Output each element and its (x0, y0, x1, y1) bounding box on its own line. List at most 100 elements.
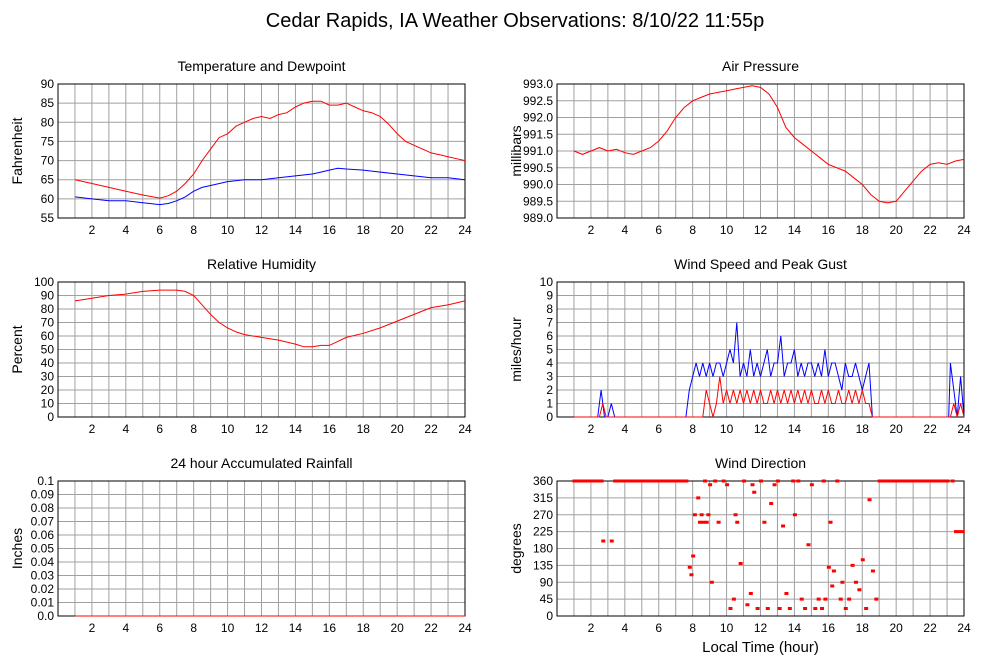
x-tick-label: 18 (357, 422, 371, 436)
series-line (574, 376, 965, 418)
x-tick-label: 4 (621, 223, 628, 237)
y-tick-label: 990.0 (523, 178, 553, 192)
data-point (901, 479, 906, 483)
x-tick-label: 22 (424, 621, 438, 635)
data-point (657, 479, 662, 483)
data-point (762, 520, 767, 524)
data-point (674, 479, 679, 483)
data-point (609, 539, 614, 543)
chart-direction: 2 4 6 8 10 12 14 16 18 20 22 2404590135180225270315… (508, 455, 971, 656)
x-tick-label: 18 (856, 621, 870, 635)
chart-rain: 2 4 6 8 10 12 14 16 18 20 22 240.00.010.020.030.040… (9, 455, 472, 635)
data-point (579, 479, 584, 483)
y-tick-label: 991.5 (523, 127, 553, 141)
data-point (870, 569, 875, 573)
x-tick-label: 2 (89, 223, 96, 237)
data-point (708, 483, 713, 487)
data-point (613, 479, 618, 483)
data-point (813, 607, 818, 610)
y-tick-label: 50 (41, 343, 55, 357)
x-tick-label: 4 (621, 422, 628, 436)
data-point (680, 479, 685, 483)
x-tick-label: 12 (754, 422, 768, 436)
x-tick-label: 6 (655, 422, 662, 436)
data-point (748, 592, 753, 595)
plot-frame (57, 281, 466, 418)
plot-frame (556, 83, 965, 219)
y-tick-label: 992.0 (523, 111, 553, 125)
data-point (677, 479, 682, 483)
data-point (636, 479, 641, 483)
y-tick-label: 0.04 (31, 555, 55, 569)
chart-title: Air Pressure (722, 58, 799, 74)
data-point (704, 520, 709, 524)
data-point (864, 607, 869, 610)
y-tick-label: 0.1 (37, 474, 54, 488)
data-point (891, 479, 896, 483)
data-point (857, 588, 862, 592)
y-tick-label: 55 (41, 211, 55, 225)
data-point (921, 479, 926, 483)
chart-title: Wind Direction (715, 455, 806, 471)
y-tick-label: 0 (47, 410, 54, 424)
data-point (701, 520, 706, 524)
chart-humidity: 2 4 6 8 10 12 14 16 18 20 22 2401020304050607080901… (9, 256, 472, 436)
data-point (725, 483, 730, 487)
data-point (660, 479, 665, 483)
x-tick-label: 12 (255, 621, 269, 635)
data-point (706, 513, 711, 517)
data-point (791, 479, 796, 483)
y-tick-label: 45 (540, 592, 554, 606)
x-tick-label: 22 (923, 621, 937, 635)
y-tick-label: 180 (533, 542, 553, 556)
data-point (735, 520, 740, 524)
data-point (640, 479, 645, 483)
data-point (784, 592, 789, 595)
y-axis-label: miles/hour (508, 317, 524, 382)
data-point (931, 479, 936, 483)
x-tick-label: 14 (788, 223, 802, 237)
data-point (643, 479, 648, 483)
data-point (843, 607, 848, 610)
x-tick-label: 4 (621, 621, 628, 635)
data-point (623, 479, 628, 483)
x-tick-label: 22 (424, 422, 438, 436)
page-title: Cedar Rapids, IA Weather Observations: 8… (266, 10, 764, 32)
series-line (74, 289, 466, 348)
plot-frame (57, 83, 466, 219)
data-point (709, 580, 714, 584)
y-tick-label: 0.07 (31, 515, 55, 529)
x-tick-label: 12 (754, 223, 768, 237)
x-tick-label: 10 (221, 223, 235, 237)
y-tick-label: 85 (41, 96, 55, 110)
y-tick-label: 90 (540, 575, 554, 589)
x-tick-label: 16 (822, 621, 836, 635)
y-tick-label: 4 (546, 356, 553, 370)
data-point (904, 479, 909, 483)
data-point (626, 479, 631, 483)
x-tick-label: 24 (458, 422, 472, 436)
y-tick-label: 989.0 (523, 211, 553, 225)
data-point (575, 479, 580, 483)
data-point (775, 479, 780, 483)
y-tick-label: 989.5 (523, 194, 553, 208)
data-point (772, 483, 777, 487)
x-tick-label: 8 (689, 223, 696, 237)
y-tick-label: 60 (41, 329, 55, 343)
data-point (806, 543, 811, 547)
chart-pressure: 2 4 6 8 10 12 14 16 18 20 22 24989.0989.5990.0990.5… (508, 58, 971, 237)
y-tick-label: 225 (533, 525, 553, 539)
series-line (74, 167, 466, 206)
data-point (692, 513, 697, 517)
data-point (653, 479, 658, 483)
plot-frame (556, 281, 965, 418)
chart-title: 24 hour Accumulated Rainfall (170, 455, 352, 471)
data-point (938, 479, 943, 483)
data-point (874, 597, 879, 601)
data-point (957, 530, 962, 534)
y-axis-label: Inches (9, 528, 25, 569)
data-point (838, 597, 843, 601)
data-point (826, 565, 831, 569)
data-point (908, 479, 913, 483)
data-point (850, 563, 855, 567)
